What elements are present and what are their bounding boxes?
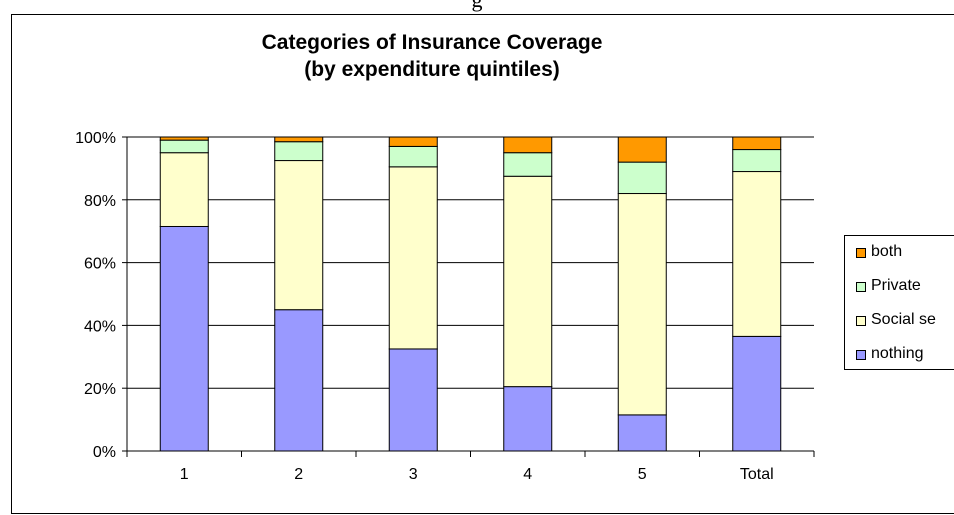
x-tick-label: 4 [523,466,532,483]
bar-segment-nothing-2 [274,309,324,452]
bar-segment-social-se-5 [617,193,667,416]
x-tick-label: Total [740,466,774,483]
bar-segment-private-1 [159,139,209,154]
bar-segment-private-5 [617,161,667,195]
y-tick-label: 0% [93,444,116,461]
x-tick-label: 2 [294,466,303,483]
y-tick-label: 60% [84,256,116,273]
legend-label: Social se [871,311,936,328]
legend-swatch [856,282,866,292]
chart-title-line-1: Categories of Insurance Coverage [261,31,603,54]
bar-segment-social-se-4 [503,175,553,388]
bar-segment-nothing-total [732,335,782,452]
chart-title-line-2: (by expenditure quintiles) [304,58,560,81]
bar-segment-private-total [732,149,782,173]
bar-segment-social-se-2 [274,160,324,311]
bar-segment-nothing-4 [503,386,553,452]
x-tick-label: 1 [180,466,189,483]
x-tick-label: 5 [638,466,647,483]
cropped-header-fragment: g [0,0,954,16]
legend-label: both [871,243,903,260]
legend-swatch [856,316,866,326]
bar-segment-private-3 [388,145,438,168]
y-tick-label: 40% [84,318,116,335]
bar-segment-social-se-total [732,171,782,337]
y-tick-label: 20% [84,381,116,398]
cropped-header-text: g [0,0,954,13]
y-tick-label: 80% [84,193,116,210]
y-tick-label: 100% [75,130,116,147]
bar-segment-nothing-3 [388,348,438,452]
bar-segment-nothing-1 [159,225,209,452]
legend-label: Private [871,277,921,294]
bar-segment-nothing-5 [617,414,667,452]
bar-segment-both-1 [159,136,209,141]
legend-label: nothing [871,345,924,362]
bar-segment-both-total [732,136,782,151]
bar-segment-both-5 [617,136,667,163]
bar-segment-social-se-1 [159,152,209,227]
chart-area: Categories of Insurance Coverage (by exp… [11,14,954,514]
bar-segment-both-2 [274,136,324,143]
bar-segment-private-4 [503,152,553,177]
bar-segment-private-2 [274,141,324,162]
plot-area: 0% 20% 40% 60% 80% 100% 1 2 3 4 5 Total [75,130,815,483]
bar-segment-social-se-3 [388,166,438,350]
bar-segment-both-4 [503,136,553,154]
bar-segment-both-3 [388,136,438,147]
x-tick-label: 3 [409,466,418,483]
legend-swatch [856,248,866,258]
legend: both Private Social se nothing [844,235,954,370]
legend-swatch [856,350,866,360]
